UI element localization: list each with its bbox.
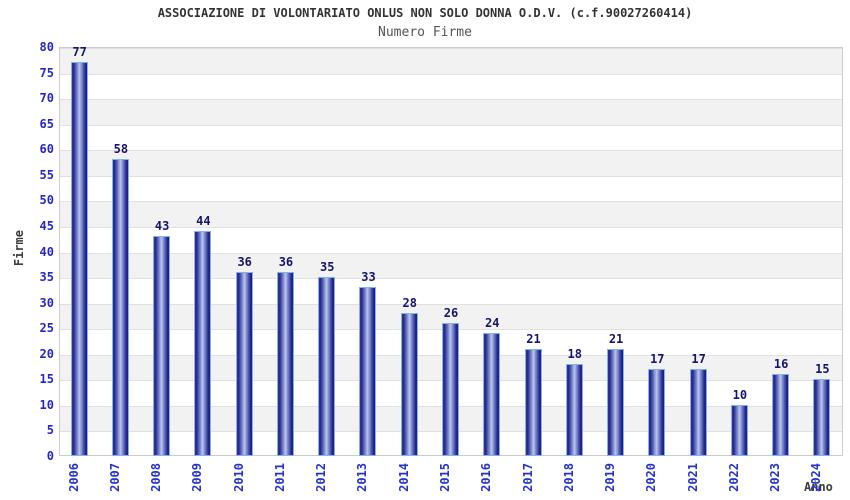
bar-2007 — [111, 159, 129, 456]
bar-value-label: 44 — [196, 214, 211, 229]
grid-band — [60, 226, 842, 253]
bar-2012 — [318, 277, 336, 456]
y-tick-label: 20 — [39, 346, 54, 361]
bar-2013 — [359, 287, 377, 456]
bar-value-label: 21 — [608, 331, 624, 346]
bar-2011 — [276, 271, 294, 456]
bar-value-label: 43 — [154, 219, 170, 234]
x-tick-label: 2021 — [685, 463, 700, 492]
y-tick-label: 5 — [46, 423, 54, 438]
bar-2009 — [194, 231, 212, 456]
bar-2015 — [442, 323, 459, 456]
bar-value-label: 10 — [732, 387, 748, 402]
x-tick-label: 2008 — [149, 463, 164, 492]
bar-2018 — [565, 363, 583, 456]
y-tick-label: 35 — [39, 270, 54, 285]
bar-value-label: 28 — [402, 295, 417, 310]
bar-2006 — [70, 62, 88, 456]
bar-2021 — [689, 369, 707, 456]
y-tick-label: 10 — [39, 397, 54, 412]
bar-2017 — [524, 348, 542, 456]
x-tick-label: 2024 — [809, 463, 824, 492]
y-tick-label: 70 — [39, 91, 54, 106]
bar-2016 — [483, 333, 501, 456]
bar-2010 — [235, 271, 253, 456]
grid-band — [60, 73, 842, 100]
x-tick-label: 2014 — [396, 463, 411, 492]
y-tick-label: 55 — [39, 167, 54, 182]
chart-title: ASSOCIAZIONE DI VOLONTARIATO ONLUS NON S… — [157, 6, 693, 20]
bar-2014 — [400, 312, 418, 456]
bar-value-label: 17 — [691, 352, 706, 367]
bar-2020 — [648, 369, 666, 456]
bar-value-label: 26 — [443, 306, 459, 321]
x-tick-label: 2006 — [66, 463, 81, 492]
y-tick-label: 75 — [39, 65, 54, 80]
y-tick-label: 60 — [39, 142, 54, 157]
x-tick-label: 2012 — [314, 463, 329, 492]
y-tick-label: 25 — [39, 321, 54, 336]
bar-value-label: 36 — [237, 254, 252, 269]
bar-2024 — [813, 379, 831, 456]
grid-band — [60, 252, 842, 279]
grid-band — [60, 48, 842, 74]
y-tick-label: 45 — [39, 218, 54, 233]
x-tick-label: 2017 — [520, 463, 535, 492]
bar-2019 — [607, 348, 625, 456]
x-tick-label: 2010 — [231, 463, 246, 492]
bar-value-label: 58 — [113, 142, 129, 157]
x-tick-label: 2015 — [438, 463, 452, 492]
x-tick-label: 2023 — [768, 463, 783, 492]
x-tick-label: 2018 — [561, 463, 576, 492]
bar-value-label: 21 — [526, 331, 541, 346]
bar-2023 — [772, 374, 790, 456]
x-tick-label: 2007 — [107, 463, 122, 492]
x-tick-label: 2019 — [603, 463, 618, 492]
bar-value-label: 35 — [319, 260, 335, 275]
grid-band — [60, 175, 842, 202]
x-tick-label: 2016 — [479, 463, 494, 492]
bar-value-label: 24 — [485, 316, 500, 331]
chart-subtitle: Numero Firme — [378, 25, 472, 40]
x-axis-title: Anno — [804, 480, 833, 494]
y-tick-label: 65 — [39, 116, 54, 131]
y-tick-label: 40 — [39, 244, 54, 259]
plot-area — [59, 47, 843, 456]
x-tick-label: 2022 — [726, 463, 741, 492]
grid-band — [60, 278, 842, 304]
y-tick-label: 15 — [39, 372, 54, 387]
y-tick-label: 50 — [39, 193, 54, 208]
x-tick-label: 2013 — [355, 463, 370, 492]
grid-band — [60, 124, 842, 151]
bar-value-label: 77 — [72, 45, 87, 60]
bar-2022 — [730, 404, 748, 456]
bar-value-label: 17 — [650, 352, 665, 367]
bar-value-label: 18 — [567, 346, 583, 361]
x-tick-label: 2020 — [644, 463, 659, 492]
y-tick-label: 30 — [39, 295, 54, 310]
y-tick-label: 0 — [46, 449, 54, 463]
bar-value-label: 36 — [278, 254, 294, 269]
x-tick-label: 2009 — [190, 463, 205, 492]
y-tick-label: 80 — [39, 40, 54, 54]
bar-value-label: 15 — [815, 362, 830, 377]
grid-band — [60, 201, 842, 227]
grid-band — [60, 99, 842, 125]
grid-band — [60, 150, 842, 176]
bar-value-label: 16 — [773, 357, 789, 372]
bar-2008 — [153, 236, 171, 456]
bar-value-label: 33 — [361, 270, 376, 285]
x-tick-label: 2011 — [272, 463, 287, 492]
